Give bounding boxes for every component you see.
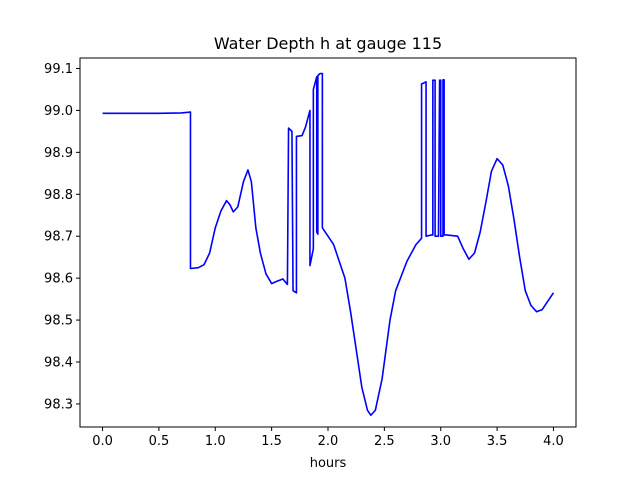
x-tick-label: 4.0 [543, 434, 564, 449]
x-tick-label: 0.0 [92, 434, 113, 449]
x-tick-label: 1.5 [261, 434, 282, 449]
axis-ticks: 0.0 0.5 1.0 1.5 2.0 2.5 3.0 3.5 4.0 98.3 98.4 98.5 9… [44, 62, 564, 449]
x-tick-label: 3.0 [430, 434, 451, 449]
plot-area [102, 72, 555, 417]
y-tick-label: 98.3 [44, 397, 73, 412]
series-line-0 [102, 72, 555, 417]
axes-frame [79, 57, 577, 428]
y-tick-label: 98.8 [44, 188, 73, 203]
y-tick-label: 99.0 [44, 104, 73, 119]
y-tick-label: 98.6 [44, 272, 73, 287]
chart-title: Water Depth h at gauge 115 [214, 34, 442, 53]
y-tick-label: 98.5 [44, 314, 73, 329]
y-tick-label: 98.7 [44, 230, 73, 245]
y-tick-label: 99.1 [44, 62, 73, 77]
y-tick-label: 98.9 [44, 146, 73, 161]
x-tick-label: 3.5 [487, 434, 508, 449]
x-tick-label: 2.5 [374, 434, 395, 449]
y-tick-label: 98.4 [44, 356, 73, 371]
x-axis-label: hours [310, 456, 347, 471]
x-tick-label: 1.0 [205, 434, 226, 449]
x-tick-label: 0.5 [149, 434, 170, 449]
x-tick-label: 2.0 [318, 434, 339, 449]
